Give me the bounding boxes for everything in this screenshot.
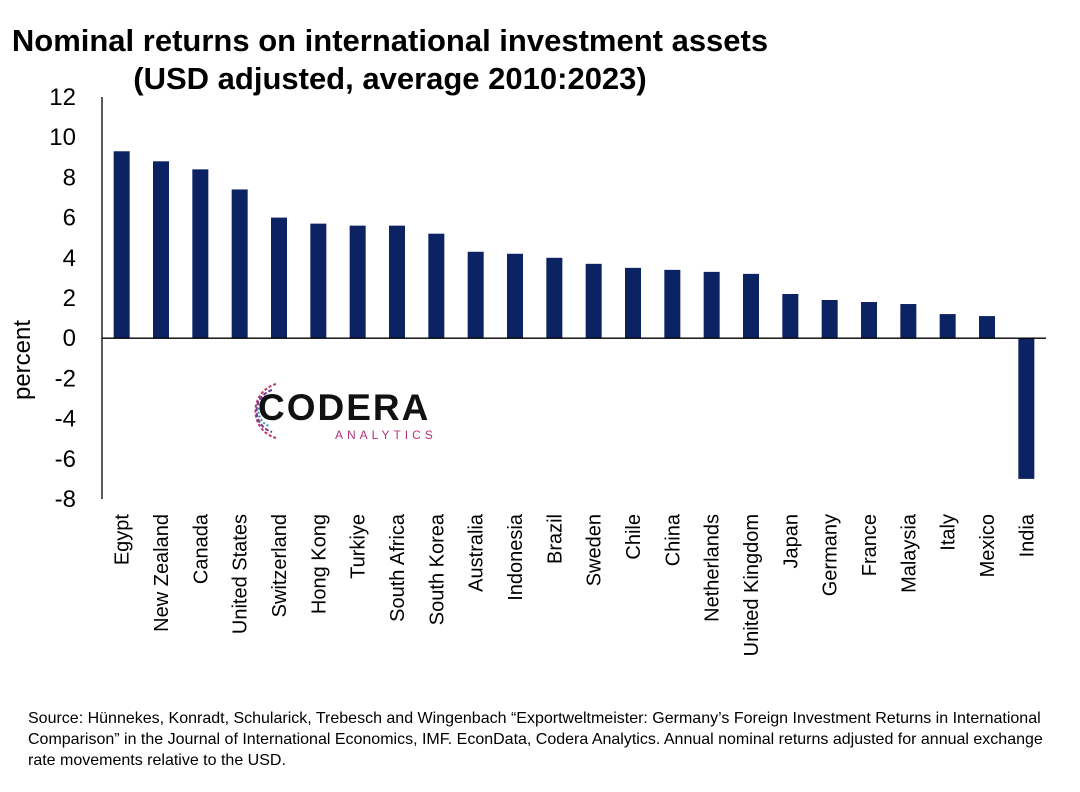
x-tick-label: South Korea: [426, 513, 448, 625]
x-tick-label: United States: [230, 514, 252, 634]
x-tick-label: India: [1016, 513, 1038, 557]
x-tick-label: Turkiye: [348, 514, 370, 579]
x-tick-label: Mexico: [977, 514, 999, 577]
bar: [703, 271, 720, 339]
x-tick-label: Netherlands: [702, 514, 724, 622]
source-note: Source: Hünnekes, Konradt, Schularick, T…: [28, 710, 1043, 769]
y-tick-label: -8: [55, 486, 76, 513]
bar: [1018, 338, 1035, 479]
logo-tagline: ANALYTICS: [335, 428, 437, 442]
x-tick-label: France: [859, 514, 881, 576]
bars: [113, 151, 1035, 479]
bar: [821, 300, 838, 339]
x-tick-label: Canada: [190, 513, 212, 584]
x-axis: Egypt New Zealand Canada United States Switz…: [102, 337, 1046, 656]
x-tick-label: Australia: [466, 513, 488, 592]
x-tick-label: United Kingdom: [741, 514, 763, 656]
bar: [389, 225, 405, 339]
y-tick-label: -4: [55, 406, 76, 433]
x-tick-label: Chile: [623, 514, 645, 560]
y-axis-label: percent: [9, 320, 36, 400]
bar: [939, 314, 956, 339]
y-tick-label: 10: [49, 124, 76, 151]
x-tick-label: China: [662, 513, 684, 566]
y-tick-label: -2: [55, 365, 76, 392]
x-tick-label: Hong Kong: [308, 514, 330, 614]
bar: [782, 293, 799, 339]
bar: [585, 263, 602, 339]
bar: [664, 269, 681, 339]
bar-chart: 12 10 8 6 4 2 0 -2 -4 -6 -8 Egypt New Zealand Canada…: [9, 84, 1046, 656]
y-tick-label: 8: [63, 164, 76, 191]
bar: [900, 304, 917, 339]
y-tick-label: 4: [63, 245, 76, 272]
codera-logo: CODERA ANALYTICS: [238, 378, 438, 444]
bar: [625, 267, 641, 339]
y-axis: 12 10 8 6 4 2 0 -2 -4 -6 -8: [49, 84, 103, 513]
x-tick-label: Brazil: [544, 514, 566, 564]
bar: [428, 233, 445, 339]
bar: [861, 302, 877, 339]
x-tick-label: Egypt: [112, 514, 134, 566]
x-tick-label: New Zealand: [151, 514, 173, 632]
x-tick-label: Japan: [780, 514, 802, 569]
bar: [546, 257, 563, 339]
chart-title: Nominal returns on international investm…: [0, 22, 780, 98]
bar: [153, 161, 169, 339]
bar: [743, 273, 759, 339]
chart-title-main: Nominal returns on international investm…: [11, 23, 769, 58]
x-tick-label: Malaysia: [898, 513, 920, 593]
x-tick-label: South Africa: [387, 513, 409, 622]
logo-name: CODERA: [258, 387, 431, 428]
x-tick-label: Italy: [938, 514, 960, 551]
y-tick-label: 12: [49, 84, 76, 111]
bar: [113, 151, 130, 339]
bar: [507, 253, 523, 339]
x-tick-label: Switzerland: [269, 514, 291, 617]
x-tick-label: Germany: [820, 514, 842, 596]
bar: [231, 189, 248, 339]
y-tick-label: 2: [63, 285, 76, 312]
chart-subtitle: (USD adjusted, average 2010:2023): [133, 61, 647, 96]
bar: [271, 217, 287, 339]
bar: [310, 223, 327, 339]
bar: [979, 316, 995, 339]
y-tick-label: 6: [63, 205, 76, 232]
bar: [192, 169, 209, 339]
logo-mark-icon: [254, 383, 277, 439]
y-tick-label: 0: [63, 325, 76, 352]
x-tick-label: Indonesia: [505, 513, 527, 601]
x-tick-label: Sweden: [584, 514, 606, 586]
bar: [349, 225, 366, 339]
y-tick-label: -6: [55, 446, 76, 473]
bar: [467, 251, 484, 339]
